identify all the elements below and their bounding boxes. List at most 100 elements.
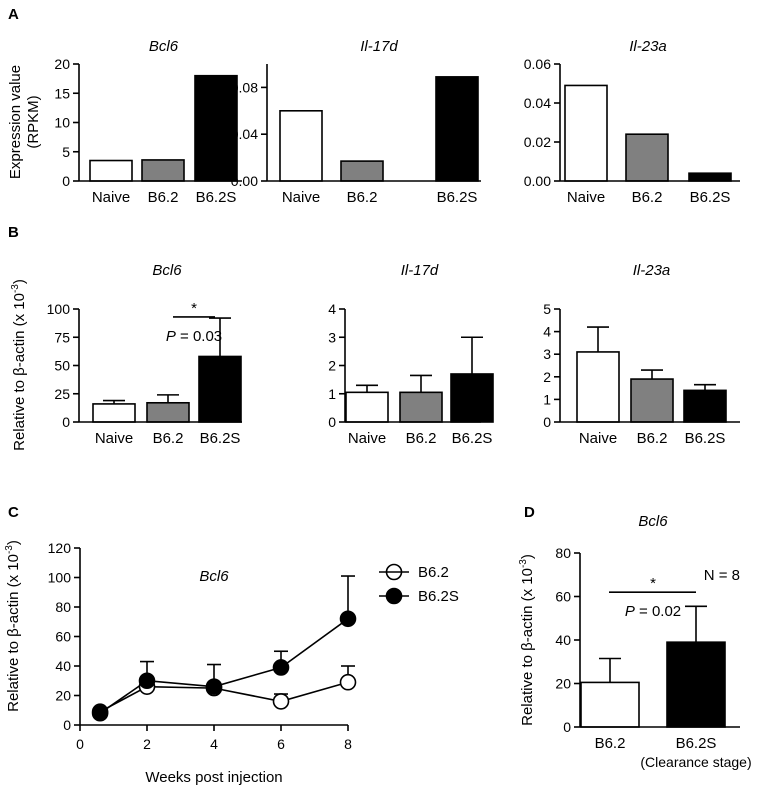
- panel-c-ylabel: Relative to β-actin (x 10-3): [4, 540, 22, 712]
- panel-a-ylabel-unit: (RPKM): [25, 95, 42, 148]
- y-tick-label: 4: [328, 301, 336, 317]
- x-category-label: B6.2S: [685, 430, 726, 447]
- data-point-b6-2s: [205, 678, 223, 695]
- y-tick-label: 0.00: [524, 173, 551, 189]
- y-tick-label: 100: [48, 570, 72, 586]
- x-category-label: Naive: [95, 430, 133, 447]
- chart-title: Il-23a: [629, 38, 667, 55]
- x-category-label: B6.2: [637, 430, 668, 447]
- y-tick-label: 3: [328, 329, 336, 345]
- bar-b6-2: [630, 378, 674, 423]
- x-category-label: B6.2S: [437, 189, 478, 206]
- ylabel-text: Relative to β-actin (x 10: [5, 554, 22, 712]
- x-category-label: Naive: [282, 189, 320, 206]
- y-tick-label: 2: [328, 358, 336, 374]
- y-tick-label: 40: [555, 632, 571, 648]
- x-category-label: B6.2S: [690, 189, 731, 206]
- y-tick-label: 120: [48, 540, 72, 556]
- y-tick-label: 75: [54, 329, 70, 345]
- x-tick-label: 0: [76, 736, 84, 752]
- data-point-b6-2s: [272, 659, 290, 676]
- y-tick-label: 0.04: [231, 126, 258, 142]
- y-tick-label: 3: [543, 346, 551, 362]
- y-tick-label: 1: [543, 391, 551, 407]
- x-category-label: B6.2: [347, 189, 378, 206]
- bar-b6-2s: [198, 355, 242, 423]
- ylabel-superscript: -3: [4, 545, 15, 554]
- y-tick-label: 0.06: [524, 56, 551, 72]
- y-tick-label: 0: [543, 414, 551, 430]
- bar-naive: [345, 391, 389, 423]
- bar-naive: [576, 351, 620, 423]
- significance-star: *: [650, 575, 656, 592]
- ylabel-close: ): [11, 279, 28, 284]
- bar-b6-2s: [666, 641, 726, 728]
- chart-title: Il-23a: [633, 262, 671, 279]
- p-value: = 0.02: [635, 603, 681, 620]
- bar-b6-2: [580, 681, 640, 728]
- y-tick-label: 4: [543, 324, 551, 340]
- chart-title: Il-17d: [360, 38, 398, 55]
- data-point-b6-2s: [138, 672, 156, 690]
- bar-b6-2: [340, 160, 384, 182]
- x-tick-label: 6: [277, 736, 285, 752]
- data-point-b6-2s: [339, 610, 357, 628]
- chart-title: Il-17d: [401, 262, 439, 279]
- x-category-label: B6.2: [406, 430, 437, 447]
- bar-b6-2: [146, 401, 190, 423]
- significance-star: *: [191, 300, 197, 317]
- x-category-label: B6.2: [148, 189, 179, 206]
- bar-naive: [564, 84, 608, 182]
- ylabel-text: Relative to β-actin (x 10: [519, 568, 536, 726]
- x-category-label: B6.2S: [676, 735, 717, 752]
- y-tick-label: 0: [63, 717, 71, 733]
- chart-title: Bcl6: [199, 568, 229, 585]
- ylabel-close: ): [519, 554, 536, 559]
- y-tick-label: 60: [555, 589, 571, 605]
- y-tick-label: 100: [47, 301, 71, 317]
- x-tick-label: 4: [210, 736, 218, 752]
- chart-title: Bcl6: [152, 262, 182, 279]
- y-tick-label: 0.04: [524, 95, 551, 111]
- y-tick-label: 1: [328, 386, 336, 402]
- p-symbol: P: [166, 328, 176, 345]
- y-tick-label: 0: [62, 173, 70, 189]
- chart-title: Bcl6: [638, 513, 668, 530]
- p-value-label: P = 0.02: [625, 603, 681, 620]
- panel-label-c: C: [8, 504, 19, 521]
- chart-c: Bcl6 0 20 40 60 80 100 120 0 2 4 6 8 Weeks post injec…: [48, 540, 459, 786]
- y-tick-label: 20: [54, 56, 70, 72]
- ylabel-superscript: -3: [518, 559, 529, 568]
- bar-naive: [279, 110, 323, 182]
- bar-b6-2: [399, 391, 443, 423]
- bar-b6-2s: [435, 76, 479, 182]
- y-tick-label: 5: [543, 301, 551, 317]
- y-tick-label: 10: [54, 115, 70, 131]
- y-tick-label: 0.02: [524, 134, 551, 150]
- sample-size-label: N = 8: [704, 567, 740, 584]
- bar-b6-2s: [450, 373, 494, 423]
- panel-b-ylabel: Relative to β-actin (x 10-3): [10, 279, 28, 451]
- chart-title: Bcl6: [149, 38, 179, 55]
- x-category-label: Naive: [567, 189, 605, 206]
- x-category-label: Naive: [92, 189, 130, 206]
- data-point-b6-2: [339, 673, 357, 691]
- legend-label: B6.2: [418, 564, 449, 581]
- x-category-label: B6.2: [153, 430, 184, 447]
- bar-naive: [89, 159, 133, 182]
- p-value-label: P = 0.03: [166, 328, 222, 345]
- y-tick-label: 0.08: [231, 79, 258, 95]
- y-tick-label: 25: [54, 386, 70, 402]
- panel-label-a: A: [8, 6, 19, 23]
- y-tick-label: 0.00: [231, 173, 258, 189]
- panel-label-b: B: [8, 224, 19, 241]
- chart-b1: Bcl6 0 25 50 75 100 Naive B6.2 B6.2S * P = 0.03: [47, 262, 242, 447]
- panel-d-ylabel: Relative to β-actin (x 10-3): [518, 554, 536, 726]
- x-category-label: B6.2S: [196, 189, 237, 206]
- data-point-b6-2: [272, 693, 290, 710]
- ylabel-close: ): [5, 540, 22, 545]
- bar-b6-2s: [688, 172, 732, 182]
- chart-b2: Il-17d 0 1 2 3 4 Naive B6.2 B6.2S: [328, 262, 494, 447]
- x-tick-label: 2: [143, 736, 151, 752]
